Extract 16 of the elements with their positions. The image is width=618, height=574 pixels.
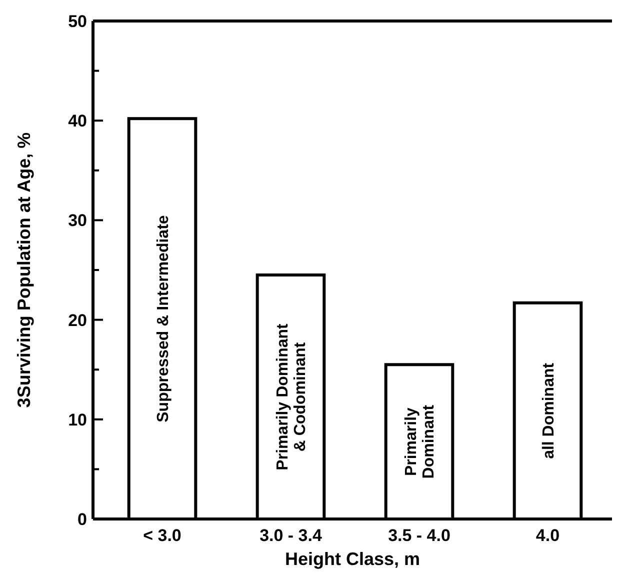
annotation: Suppressed & Intermediate xyxy=(154,215,172,422)
annotation: all Dominant xyxy=(540,362,558,459)
x-tick-label: < 3.0 xyxy=(143,526,182,545)
y-tick-label: 10 xyxy=(68,410,87,430)
y-tick-label: 50 xyxy=(68,12,87,31)
x-tick-label: 4.0 xyxy=(536,526,560,545)
annotation: Primarily Dominant & Codominant xyxy=(274,322,310,470)
y-axis-title: 3Surviving Population at Age, % xyxy=(14,132,34,408)
y-tick-label: 0 xyxy=(78,510,87,529)
y-tick-label: 30 xyxy=(68,211,87,230)
x-tick-label: 3.0 - 3.4 xyxy=(260,526,322,545)
x-tick-label: 3.5 - 4.0 xyxy=(388,526,450,545)
annotation: Primarily Dominant xyxy=(403,404,438,479)
y-tick-label: 20 xyxy=(68,310,87,330)
x-axis-title: Height Class, m xyxy=(284,549,420,569)
y-tick-label: 40 xyxy=(68,112,87,131)
